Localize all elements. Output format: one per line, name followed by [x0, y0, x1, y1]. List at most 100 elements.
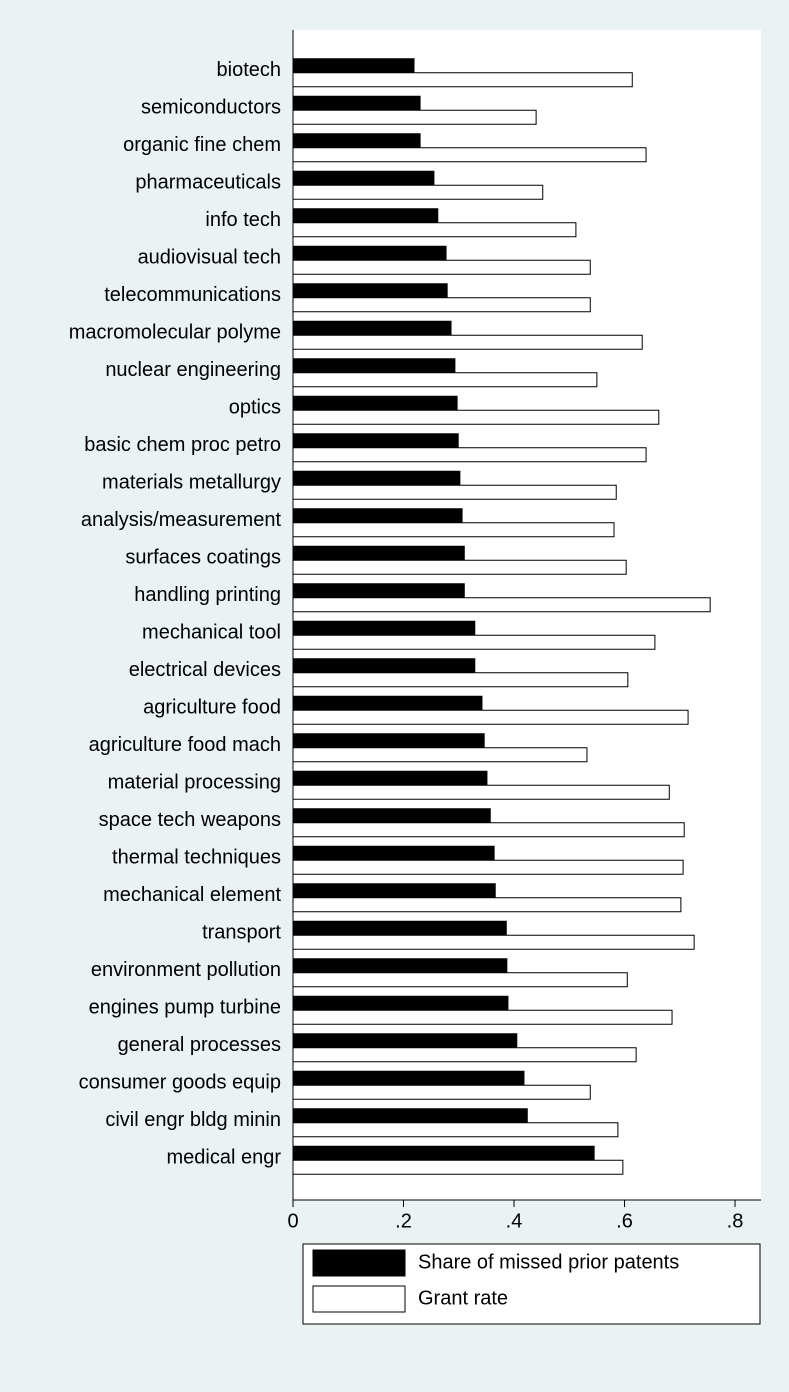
bar	[292, 934, 695, 950]
bar	[292, 1108, 528, 1124]
bar	[292, 245, 447, 261]
bar	[292, 733, 485, 749]
y-tick-label: handling printing	[134, 584, 281, 606]
bar	[292, 883, 496, 899]
y-tick-label: analysis/measurement	[81, 509, 282, 531]
bar	[292, 972, 628, 988]
y-tick-label: materials metallurgy	[102, 472, 281, 494]
bar	[292, 958, 508, 974]
x-tick-label: 0	[287, 1210, 298, 1232]
bar	[292, 859, 684, 875]
bar	[292, 995, 509, 1011]
y-tick-label: consumer goods equip	[79, 1072, 281, 1094]
y-tick-label: info tech	[205, 209, 281, 231]
y-tick-label: mechanical element	[103, 884, 281, 906]
y-tick-label: medical engr	[166, 1147, 281, 1169]
y-tick-label: environment pollution	[91, 959, 281, 981]
y-tick-label: nuclear engineering	[105, 359, 281, 381]
y-tick-label: agriculture food	[143, 697, 281, 719]
bar	[292, 545, 465, 561]
bar	[292, 372, 598, 388]
bar	[292, 658, 476, 674]
y-tick-label: electrical devices	[129, 659, 281, 681]
bar	[292, 58, 415, 74]
legend-label: Grant rate	[418, 1287, 508, 1309]
bar	[292, 845, 495, 861]
bar	[292, 170, 435, 186]
bar	[292, 1047, 637, 1063]
bar	[292, 470, 461, 486]
bar	[292, 597, 711, 613]
bar	[292, 920, 507, 936]
y-tick-label: civil engr bldg minin	[105, 1109, 281, 1131]
bar	[292, 770, 488, 786]
bar	[292, 208, 439, 224]
y-tick-label: material processing	[108, 772, 281, 794]
y-tick-label: transport	[202, 922, 281, 944]
y-tick-label: organic fine chem	[123, 134, 281, 156]
bar	[292, 1009, 673, 1025]
y-tick-label: agriculture food mach	[89, 734, 281, 756]
x-tick-label: .6	[616, 1210, 633, 1232]
bar	[292, 184, 544, 200]
legend-swatch	[312, 1285, 406, 1313]
bar	[292, 433, 459, 449]
y-tick-label: macromolecular polyme	[69, 322, 281, 344]
bar	[292, 1070, 525, 1086]
bar	[292, 147, 647, 163]
bar	[292, 822, 685, 838]
bar	[292, 447, 647, 463]
bar	[292, 784, 670, 800]
y-tick-label: mechanical tool	[142, 622, 281, 644]
bar	[292, 334, 643, 350]
x-tick-label: .8	[727, 1210, 744, 1232]
y-tick-label: space tech weapons	[99, 809, 281, 831]
bar	[292, 583, 465, 599]
legend-label: Share of missed prior patents	[418, 1251, 679, 1273]
bar	[292, 747, 588, 763]
legend-swatch	[312, 1249, 406, 1277]
bar	[292, 1159, 624, 1175]
y-tick-label: audiovisual tech	[138, 247, 281, 269]
bar	[292, 133, 421, 149]
y-tick-label: telecommunications	[104, 284, 281, 306]
y-tick-label: engines pump turbine	[89, 997, 281, 1019]
y-tick-label: biotech	[217, 59, 282, 81]
bar	[292, 409, 660, 425]
bar	[292, 320, 452, 336]
x-tick-label: .2	[395, 1210, 412, 1232]
bar	[292, 1033, 518, 1049]
bar	[292, 559, 627, 575]
bar	[292, 484, 617, 500]
bar	[292, 1084, 591, 1100]
y-tick-label: optics	[229, 397, 281, 419]
bar	[292, 522, 615, 538]
bar	[292, 1145, 595, 1161]
bar	[292, 508, 463, 524]
bar	[292, 808, 491, 824]
bar	[292, 709, 689, 725]
bar	[292, 672, 629, 688]
bar	[292, 1122, 619, 1138]
bar	[292, 897, 682, 913]
bar	[292, 222, 577, 238]
bar	[292, 634, 656, 650]
bar	[292, 358, 456, 374]
bar	[292, 95, 421, 111]
y-tick-label: pharmaceuticals	[135, 172, 281, 194]
bar	[292, 620, 476, 636]
y-tick-label: thermal techniques	[112, 847, 281, 869]
y-tick-label: semiconductors	[141, 97, 281, 119]
bar	[292, 283, 448, 299]
y-tick-label: surfaces coatings	[125, 547, 281, 569]
y-tick-label: general processes	[118, 1034, 281, 1056]
bar	[292, 297, 591, 313]
bar	[292, 72, 633, 88]
x-tick-label: .4	[506, 1210, 523, 1232]
bar	[292, 109, 537, 125]
bar	[292, 395, 458, 411]
y-tick-label: basic chem proc petro	[84, 434, 281, 456]
bar	[292, 259, 591, 275]
bar	[292, 695, 483, 711]
